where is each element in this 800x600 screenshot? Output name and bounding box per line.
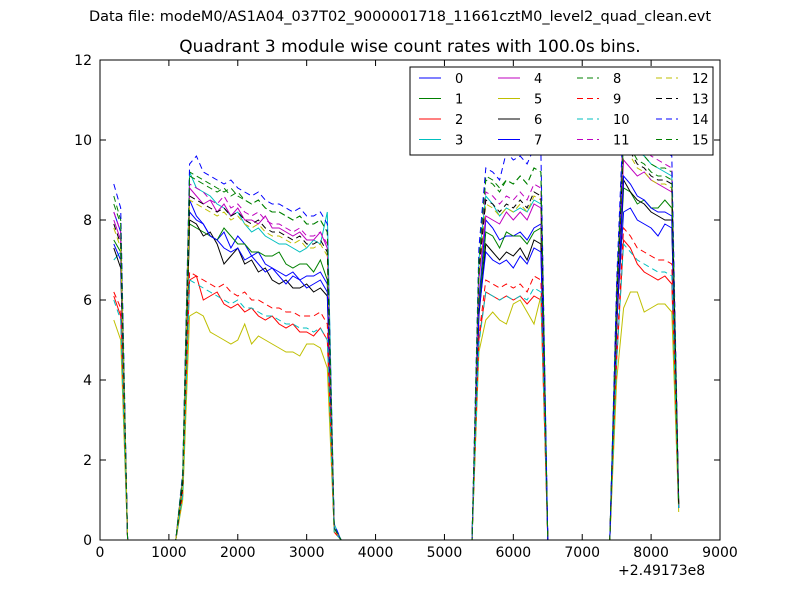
- y-tick-label: 4: [83, 373, 92, 389]
- legend-label-6: 6: [534, 113, 542, 128]
- x-tick-label: 2000: [220, 545, 256, 561]
- x-tick-label: 5000: [427, 545, 463, 561]
- legend-label-14: 14: [692, 113, 709, 128]
- y-tick-label: 2: [83, 453, 92, 469]
- y-tick-label: 10: [74, 133, 92, 149]
- legend-label-5: 5: [534, 93, 542, 108]
- series-layer: [113, 110, 680, 541]
- legend-label-0: 0: [455, 72, 463, 87]
- legend-label-9: 9: [613, 93, 621, 108]
- x-tick-label: 0: [96, 545, 105, 561]
- legend-label-7: 7: [534, 134, 542, 149]
- x-tick-label: 4000: [358, 545, 394, 561]
- x-tick-label: 7000: [564, 545, 600, 561]
- x-tick-label: 9000: [702, 545, 738, 561]
- series-line-7: [113, 174, 680, 541]
- series-line-10: [113, 242, 680, 541]
- series-line-15: [113, 138, 680, 541]
- legend-label-3: 3: [455, 134, 463, 149]
- series-line-5: [113, 291, 680, 541]
- plot-frame: [99, 59, 721, 541]
- y-tick-label: 12: [74, 53, 92, 69]
- legend-label-1: 1: [455, 93, 463, 108]
- legend-label-12: 12: [692, 72, 709, 87]
- y-tick-label: 0: [83, 533, 92, 549]
- y-tick-label: 8: [83, 213, 92, 229]
- x-tick-label: 3000: [289, 545, 325, 561]
- legend-label-8: 8: [613, 72, 621, 87]
- legend-label-15: 15: [692, 134, 709, 149]
- legend-box: [409, 66, 714, 156]
- legend-label-4: 4: [534, 72, 542, 87]
- chart-title: Quadrant 3 module wise count rates with …: [179, 37, 641, 57]
- legend-label-13: 13: [692, 93, 709, 108]
- figure-supertitle: Data file: modeM0/AS1A04_037T02_90000017…: [88, 9, 712, 25]
- y-tick-label: 6: [83, 293, 92, 309]
- legend-label-2: 2: [455, 113, 463, 128]
- series-line-4: [113, 158, 680, 541]
- x-axis-offset-label: +2.49173e8: [618, 563, 706, 579]
- legend-label-11: 11: [613, 134, 630, 149]
- legend-label-10: 10: [613, 113, 630, 128]
- series-line-14: [113, 110, 680, 541]
- series-line-9: [113, 226, 680, 541]
- x-tick-label: 1000: [151, 545, 187, 561]
- x-tick-label: 8000: [633, 545, 669, 561]
- x-tick-label: 6000: [496, 545, 532, 561]
